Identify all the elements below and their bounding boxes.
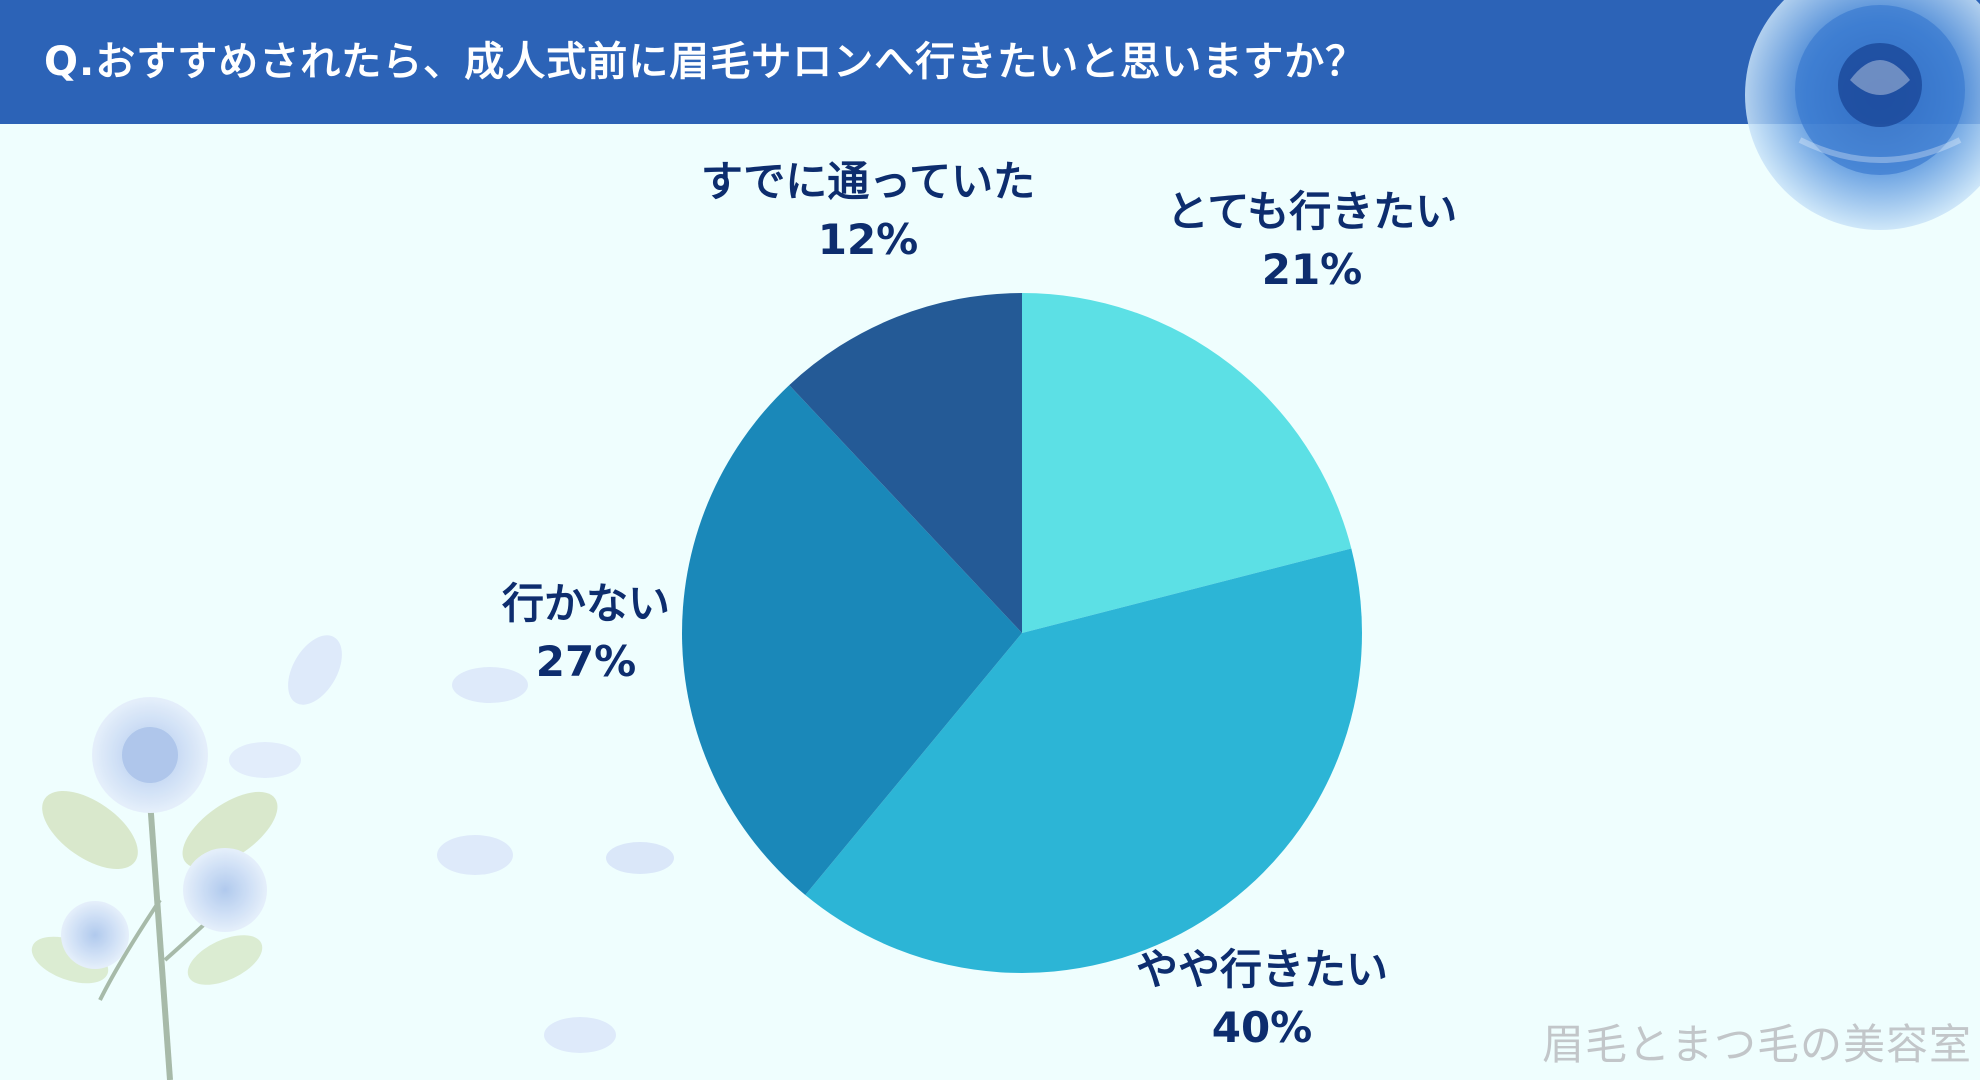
slice-value-label: 40% bbox=[1212, 1003, 1313, 1052]
slice-label: 行かない bbox=[502, 579, 670, 628]
pie-slice bbox=[789, 293, 1022, 633]
pie-slice bbox=[682, 385, 1022, 895]
pie-chart bbox=[682, 293, 1362, 973]
pie-slice bbox=[1022, 293, 1352, 633]
slice-value-label: 12% bbox=[818, 215, 919, 264]
slice-label: やや行きたい bbox=[1136, 945, 1388, 994]
slice-label: とても行きたい bbox=[1167, 187, 1458, 236]
blue-rose-decoration bbox=[1745, 0, 1980, 230]
watermark: 眉毛とまつ毛の美容室 bbox=[1541, 1020, 1972, 1069]
slice-value-label: 21% bbox=[1262, 245, 1363, 294]
pie-slice bbox=[805, 548, 1362, 973]
pie-labels: とても行きたい 21% やや行きたい 40% 行かない 27% すでに通っていた 12% bbox=[502, 157, 1457, 1052]
slice-value-label: 27% bbox=[536, 637, 637, 686]
slice-label: すでに通っていた bbox=[701, 157, 1035, 206]
page-title: Q.おすすめされたら、成人式前に眉毛サロンへ行きたいと思いますか？ bbox=[44, 39, 1367, 85]
pale-rose-decoration bbox=[31, 635, 674, 1080]
header-bar: Q.おすすめされたら、成人式前に眉毛サロンへ行きたいと思いますか？ bbox=[0, 0, 1980, 124]
